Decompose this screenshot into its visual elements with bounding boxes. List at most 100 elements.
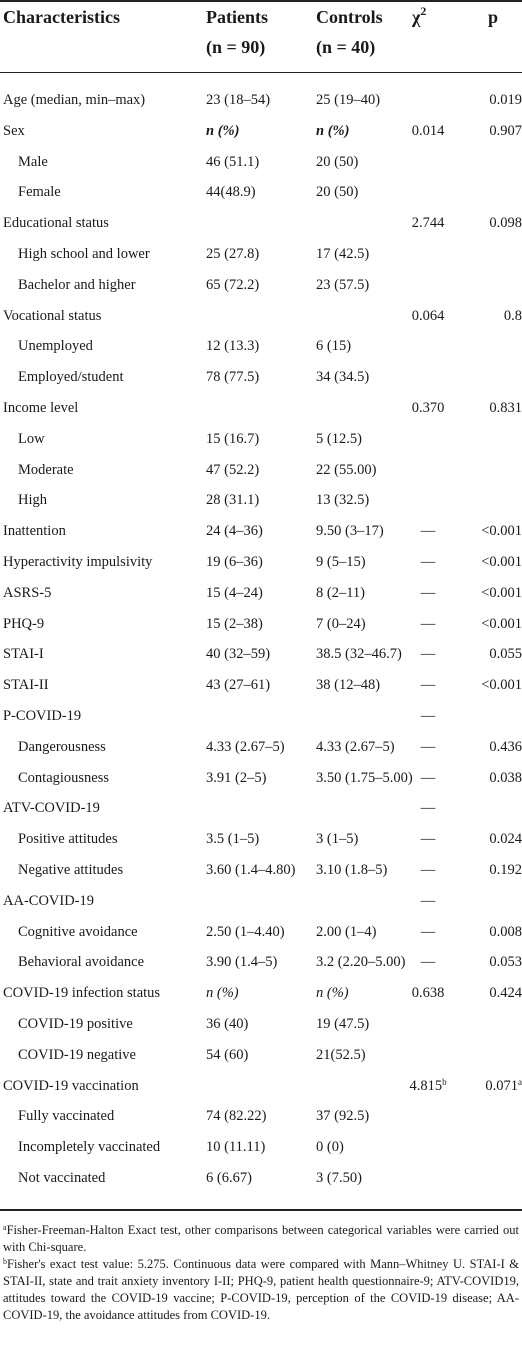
row-label: ATV-COVID-19: [3, 800, 100, 817]
p-value-cell: 0.192: [460, 855, 522, 885]
controls-cell: 3.50 (1.75–5.00): [316, 769, 413, 786]
row-label: Employed/student: [18, 369, 124, 386]
chi-square-value: —: [420, 554, 436, 570]
patients-cell: 15 (2–38): [206, 615, 263, 632]
chi-square-value: —: [420, 892, 436, 909]
patients-cell: 12 (13.3): [206, 338, 260, 355]
p-value: 0.008: [489, 923, 522, 940]
header-p: p: [488, 7, 499, 27]
footnote-b-text: Fisher's exact test value: 5.275. Contin…: [3, 1257, 519, 1322]
table-row: Bachelor and higher 65 (72.2) 23 (57.5): [0, 270, 522, 300]
patients-cell: 46 (51.1): [206, 153, 260, 170]
p-value-cell: 0.038: [460, 763, 522, 793]
top-rule: [0, 0, 522, 2]
controls-cell: 9 (5–15): [316, 554, 366, 570]
row-label: Bachelor and higher: [18, 276, 136, 293]
chi-square-cell: 0.370: [400, 393, 456, 423]
patients-cell: 23 (18–54): [206, 92, 271, 108]
header-controls: Controls: [316, 7, 383, 27]
patients-cell: 78 (77.5): [206, 369, 260, 386]
patients-cell: 2.50 (1–4.40): [206, 923, 285, 940]
chi-square-value: 2.744: [411, 215, 445, 232]
controls-cell: 17 (42.5): [316, 246, 370, 262]
footnote-a: aFisher-Freeman-Halton Exact test, other…: [3, 1222, 519, 1256]
patients-cell: 6 (6.67): [206, 1170, 252, 1186]
chi-square-value: —: [420, 738, 436, 755]
table-row: Educational status 2.744 0.098: [0, 208, 522, 238]
chi-square-value: —: [420, 954, 436, 971]
chi-square-value: —: [420, 615, 436, 632]
p-value: <0.001: [481, 584, 522, 601]
chi-square-value: 4.815: [409, 1077, 443, 1094]
controls-cell: 9.50 (3–17): [316, 523, 384, 540]
controls-cell: 5 (12.5): [316, 430, 362, 447]
table-row: Incompletely vaccinated 10 (11.11) 0 (0): [0, 1132, 522, 1162]
row-label: ASRS-5: [3, 584, 52, 601]
p-value-cell: <0.001: [460, 609, 522, 639]
table-row: COVID-19 infection status n (%) n (%) 0.638…: [0, 978, 522, 1008]
p-value: 0.055: [489, 646, 522, 663]
patients-cell: 65 (72.2): [206, 276, 260, 293]
chi-square-cell: —: [400, 670, 456, 700]
p-value-cell: 0.008: [460, 917, 522, 947]
chi-square-value: —: [420, 584, 436, 601]
p-value-cell: 0.907: [460, 116, 522, 146]
chi-symbol: χ: [412, 7, 421, 27]
patients-cell: 15 (16.7): [206, 430, 260, 447]
patients-cell: 47 (52.2): [206, 461, 260, 478]
header-rule: [0, 72, 522, 73]
table-row: Positive attitudes 3.5 (1–5) 3 (1–5) — 0.024: [0, 824, 522, 854]
patients-cell: 3.91 (2–5): [206, 769, 267, 786]
table-row: Moderate 47 (52.2) 22 (55.00): [0, 455, 522, 485]
controls-cell: 38 (12–48): [316, 677, 381, 694]
chi-square-value: —: [420, 862, 436, 878]
table-row: PHQ-9 15 (2–38) 7 (0–24) — <0.001: [0, 609, 522, 639]
p-value: 0.019: [489, 92, 522, 108]
table-row: Behavioral avoidance 3.90 (1.4–5) 3.2 (2.2…: [0, 947, 522, 977]
header-patients: Patients: [206, 7, 268, 27]
patients-cell: 74 (82.22): [206, 1108, 267, 1125]
p-value-cell: 0.019: [460, 85, 522, 115]
p-value-cell: 0.055: [460, 639, 522, 669]
p-value: 0.436: [489, 738, 522, 755]
row-label: Low: [18, 430, 45, 447]
chi-square-cell: —: [400, 855, 456, 885]
patients-cell: 24 (4–36): [206, 523, 263, 540]
table-row: P-COVID-19 —: [0, 701, 522, 731]
controls-cell: 3.2 (2.20–5.00): [316, 954, 406, 971]
table-row: Age (median, min–max) 23 (18–54) 25 (19–40…: [0, 85, 522, 115]
p-value: 0.098: [489, 215, 522, 232]
table-row: Employed/student 78 (77.5) 34 (34.5): [0, 362, 522, 392]
chi-square-cell: —: [400, 516, 456, 546]
row-label: STAI-I: [3, 646, 44, 663]
row-label: P-COVID-19: [3, 708, 82, 724]
row-label: COVID-19 vaccination: [3, 1077, 139, 1094]
p-value: <0.001: [481, 615, 522, 632]
p-value: 0.424: [489, 985, 522, 1002]
controls-cell: 8 (2–11): [316, 584, 365, 601]
chi-square-cell: —: [400, 578, 456, 608]
p-value-cell: <0.001: [460, 578, 522, 608]
chi-square-value: 0.014: [411, 122, 445, 139]
controls-cell: n (%): [316, 985, 349, 1002]
patients-cell: 54 (60): [206, 1046, 249, 1063]
row-label: Age (median, min–max): [3, 92, 146, 108]
chi-square-cell: 2.744: [400, 208, 456, 238]
p-value: 0.053: [489, 954, 522, 971]
chi-square-cell: —: [400, 917, 456, 947]
p-value-cell: <0.001: [460, 670, 522, 700]
p-value: <0.001: [481, 677, 522, 694]
chi-square-cell: 0.014: [400, 116, 456, 146]
chi-square-cell: —: [400, 763, 456, 793]
p-value-cell: <0.001: [460, 516, 522, 546]
table-row: COVID-19 negative 54 (60) 21(52.5): [0, 1040, 522, 1070]
patients-cell: 19 (6–36): [206, 554, 263, 570]
controls-cell: 4.33 (2.67–5): [316, 738, 395, 755]
header-characteristics: Characteristics: [3, 7, 120, 27]
p-value-cell: 0.024: [460, 824, 522, 854]
table-row: Vocational status 0.064 0.8: [0, 301, 522, 331]
p-value-cell: 0.8: [460, 301, 522, 331]
controls-cell: 20 (50): [316, 153, 359, 170]
table-row: Fully vaccinated 74 (82.22) 37 (92.5): [0, 1101, 522, 1131]
